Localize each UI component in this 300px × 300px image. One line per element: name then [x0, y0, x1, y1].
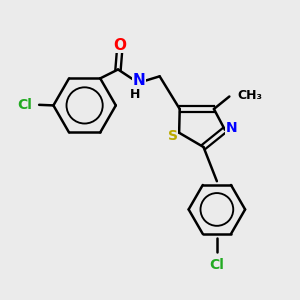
Text: Cl: Cl — [209, 259, 224, 272]
Text: N: N — [226, 121, 237, 135]
Text: H: H — [130, 88, 140, 100]
Text: O: O — [113, 38, 126, 52]
Text: N: N — [133, 73, 145, 88]
Text: Cl: Cl — [18, 98, 33, 112]
Text: CH₃: CH₃ — [238, 88, 263, 101]
Text: S: S — [168, 129, 178, 143]
